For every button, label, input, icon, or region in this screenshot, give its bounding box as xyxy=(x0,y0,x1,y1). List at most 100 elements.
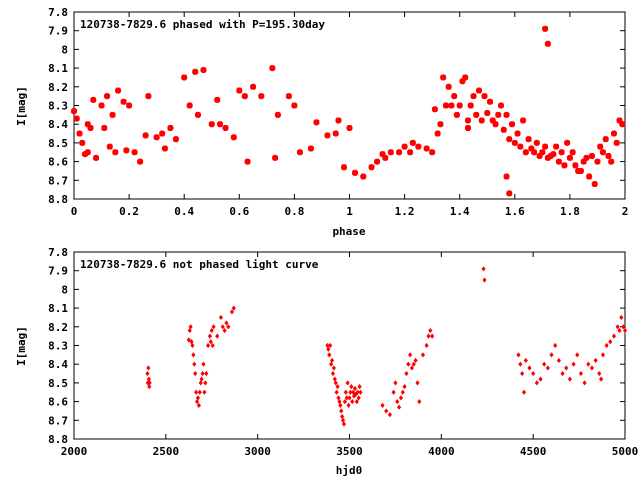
data-point-diamond xyxy=(334,389,339,395)
data-point-star xyxy=(616,117,623,124)
data-point-star xyxy=(514,130,521,137)
axis-ticks: 0 0.2 0.4 0.6 0.8 1 1.2 1.4 1.6 1.8 2 7.8 7.9 8 8.1 8.2… xyxy=(48,6,628,218)
data-point-diamond xyxy=(534,380,539,386)
data-point-diamond xyxy=(397,404,402,410)
data-point-star xyxy=(478,117,485,124)
data-point-diamond xyxy=(218,314,224,321)
data-point-star xyxy=(555,158,562,165)
data-point-star xyxy=(274,111,281,118)
data-point-diamond xyxy=(615,324,620,330)
data-point-diamond xyxy=(207,333,212,339)
data-point-diamond xyxy=(331,365,336,371)
data-point-star xyxy=(506,190,513,197)
data-point-diamond xyxy=(344,395,349,401)
data-point-diamond xyxy=(538,376,543,382)
data-point-star xyxy=(167,124,174,131)
data-point-star xyxy=(464,117,471,124)
data-point-star xyxy=(608,158,615,165)
data-point-diamond xyxy=(415,380,420,386)
data-point-star xyxy=(90,96,97,103)
data-point-diamond xyxy=(564,365,569,371)
data-point-star xyxy=(192,68,199,75)
data-point-diamond xyxy=(328,342,333,349)
data-point-star xyxy=(561,162,568,169)
data-point-star xyxy=(346,124,353,131)
data-point-star xyxy=(181,74,188,81)
data-point-star xyxy=(462,74,469,81)
data-point-diamond xyxy=(482,277,487,283)
data-point-diamond xyxy=(608,339,613,345)
data-point-star xyxy=(509,121,516,128)
data-point-star xyxy=(340,164,348,171)
data-point-diamond xyxy=(215,333,220,339)
x-tick-label: 2 xyxy=(622,205,629,218)
data-point-diamond xyxy=(398,395,404,401)
y-tick-label: 8.5 xyxy=(48,377,68,390)
y-tick-label: 8 xyxy=(61,283,68,296)
data-point-star xyxy=(101,124,108,131)
data-point-diamond xyxy=(200,370,205,377)
data-points xyxy=(70,25,626,197)
data-point-star xyxy=(572,162,579,169)
data-point-diamond xyxy=(201,361,206,367)
data-point-diamond xyxy=(411,361,416,367)
data-point-diamond xyxy=(600,352,606,358)
data-point-diamond xyxy=(326,346,331,352)
data-point-star xyxy=(599,149,606,156)
data-point-diamond xyxy=(527,365,532,371)
data-point-star xyxy=(486,98,494,105)
plot-frame xyxy=(73,251,626,440)
data-point-diamond xyxy=(146,365,151,371)
data-point-star xyxy=(517,143,524,150)
data-point-star xyxy=(542,143,549,150)
data-point-diamond xyxy=(553,342,558,349)
data-point-star xyxy=(544,154,551,161)
data-point-diamond xyxy=(327,352,332,358)
y-tick-label: 8.7 xyxy=(48,414,68,427)
data-point-diamond xyxy=(186,337,191,343)
data-point-star xyxy=(84,121,91,128)
data-point-star xyxy=(382,154,389,161)
data-point-star xyxy=(153,134,160,141)
data-point-star xyxy=(511,139,518,146)
data-point-diamond xyxy=(348,389,353,395)
data-point-diamond xyxy=(329,357,335,364)
data-point-diamond xyxy=(571,361,576,367)
data-point-diamond xyxy=(357,384,362,390)
data-point-star xyxy=(484,109,491,117)
data-point-diamond xyxy=(582,380,587,386)
x-axis-label: phase xyxy=(332,225,365,238)
data-point-diamond xyxy=(391,389,396,395)
data-point-diamond xyxy=(226,324,231,330)
data-point-star xyxy=(588,152,595,160)
data-point-star xyxy=(429,149,436,156)
data-point-diamond xyxy=(342,399,347,405)
data-point-diamond xyxy=(146,376,152,382)
x-tick-label: 3500 xyxy=(336,445,363,458)
data-point-diamond xyxy=(345,380,350,386)
data-point-star xyxy=(81,151,89,158)
data-point-diamond xyxy=(545,365,550,371)
data-point-star xyxy=(84,149,91,156)
data-point-star xyxy=(222,124,229,131)
data-point-diamond xyxy=(211,324,216,330)
data-point-star xyxy=(500,126,507,133)
y-tick-label: 7.8 xyxy=(48,6,68,19)
data-point-diamond xyxy=(424,342,429,349)
data-point-star xyxy=(542,25,549,32)
data-point-star xyxy=(605,152,612,160)
data-point-star xyxy=(145,93,152,100)
y-axis-label: I[mag] xyxy=(15,326,28,366)
plot-frame xyxy=(73,11,626,200)
x-axis-label: hjd0 xyxy=(336,464,363,477)
x-tick-label: 0.4 xyxy=(174,205,194,218)
data-point-star xyxy=(87,124,94,131)
x-tick-label: 0.2 xyxy=(119,205,139,218)
data-point-star xyxy=(379,151,386,158)
data-point-diamond xyxy=(209,327,214,334)
data-point-diamond xyxy=(203,380,208,386)
y-tick-label: 7.9 xyxy=(48,25,68,38)
data-point-diamond xyxy=(404,370,409,377)
data-point-diamond xyxy=(402,384,407,390)
data-point-star xyxy=(594,158,601,165)
